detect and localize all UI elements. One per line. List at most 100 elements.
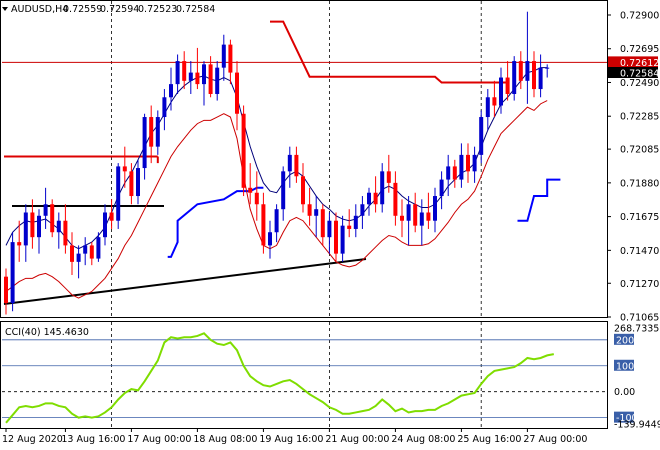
candle[interactable] [360,196,365,229]
candle[interactable] [287,146,292,188]
candle[interactable] [241,105,246,197]
candle-body [327,220,332,238]
support-trend-line[interactable] [3,258,367,305]
candle[interactable] [43,187,48,229]
candle[interactable] [347,209,352,238]
candle[interactable] [340,215,345,262]
candle[interactable] [485,89,490,131]
candle[interactable] [83,237,88,266]
candle[interactable] [175,54,180,94]
candle[interactable] [307,187,312,226]
candle[interactable] [63,204,68,254]
candle[interactable] [452,159,457,188]
candle[interactable] [439,171,444,210]
candle-body [248,187,253,193]
candle-body [512,61,517,94]
candle[interactable] [182,51,187,90]
candle[interactable] [367,187,371,216]
candle[interactable] [109,199,114,229]
candle-body [287,154,292,172]
candle[interactable] [188,61,193,94]
candle[interactable] [37,209,41,254]
candle[interactable] [386,154,391,193]
candle[interactable] [142,113,147,180]
candle[interactable] [155,110,160,155]
candle[interactable] [17,220,22,262]
candle[interactable] [129,163,134,205]
candle[interactable] [235,61,239,131]
candle-body [43,204,48,216]
candle[interactable] [525,11,530,104]
candle[interactable] [169,67,173,111]
candle[interactable] [512,56,517,101]
candle-body [254,192,259,205]
candle[interactable] [532,51,536,98]
candle[interactable] [320,204,325,246]
candle[interactable] [89,242,94,266]
candle[interactable] [446,154,451,197]
candle[interactable] [472,146,477,183]
candle[interactable] [215,61,220,101]
candle[interactable] [479,110,484,164]
candle[interactable] [30,199,35,249]
candle[interactable] [122,146,127,188]
candle[interactable] [314,196,319,238]
candle[interactable] [70,232,74,276]
candle[interactable] [136,159,140,205]
candle[interactable] [254,171,259,221]
candle[interactable] [248,163,253,205]
candle[interactable] [334,212,338,262]
candle[interactable] [459,143,464,188]
candles[interactable] [4,11,550,315]
candle[interactable] [373,176,378,213]
candle[interactable] [538,54,543,98]
candle[interactable] [433,187,437,233]
candle[interactable] [380,163,385,213]
candle[interactable] [419,199,424,246]
candle[interactable] [76,245,81,279]
candle-body [122,166,127,172]
candle[interactable] [400,199,404,238]
candle[interactable] [301,163,305,213]
candle[interactable] [274,204,279,243]
candle[interactable] [505,61,510,101]
candle[interactable] [413,192,418,233]
candle[interactable] [162,89,167,131]
candle[interactable] [96,232,101,262]
candle[interactable] [195,47,200,90]
candle[interactable] [294,146,299,183]
candle[interactable] [268,220,272,259]
candle[interactable] [4,268,8,315]
trend-lines[interactable] [3,205,367,305]
candle[interactable] [149,105,154,164]
candle[interactable] [327,212,332,254]
candle[interactable] [221,34,226,81]
candle-body [426,212,431,221]
price-axis: 0.72900 0.72695 0.72490 0.72285 0.72085 0.718… [607,10,660,431]
candle-body [70,245,74,262]
candle[interactable] [10,232,15,312]
price-tick-label: 0.72285 [620,112,659,123]
candle[interactable] [492,80,497,118]
candle[interactable] [426,192,431,229]
candle[interactable] [202,61,206,106]
candle[interactable] [499,67,503,114]
candle[interactable] [261,192,266,254]
candle[interactable] [56,212,61,249]
candle[interactable] [545,64,550,78]
candle[interactable] [281,166,286,221]
triangle-down-icon[interactable] [2,7,8,11]
candle[interactable] [466,143,470,183]
candle[interactable] [353,204,358,238]
candle[interactable] [23,204,28,262]
candle[interactable] [116,163,121,229]
candle-body [188,72,193,81]
candle[interactable] [518,51,523,90]
candle[interactable] [208,56,213,98]
candle[interactable] [228,39,233,85]
candle[interactable] [393,171,398,226]
candle[interactable] [406,196,411,246]
candle[interactable] [103,204,107,246]
candle[interactable] [50,199,55,238]
